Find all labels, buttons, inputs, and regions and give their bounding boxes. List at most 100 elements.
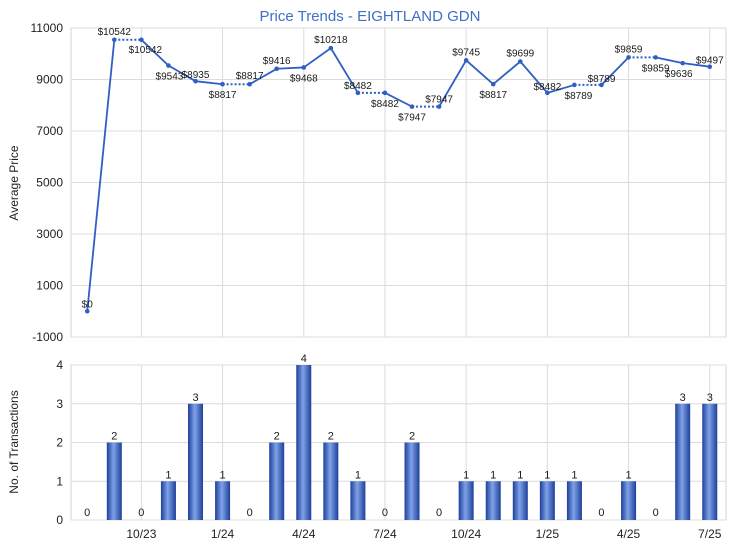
price-data-label: $7947 [398,113,426,124]
transactions-bar [458,481,474,520]
price-data-label: $9699 [506,49,534,60]
transactions-value-label: 1 [355,469,361,481]
transactions-value-label: 4 [301,353,307,365]
price-point [599,82,604,88]
price-point [463,58,469,63]
price-line-segment [547,84,575,94]
price-point [139,37,144,43]
transactions-value-label: 0 [247,507,253,519]
x-tick-label: 7/25 [698,527,722,541]
transactions-value-label: 0 [598,507,604,519]
price-data-label: $10218 [314,35,348,46]
transactions-value-label: 0 [84,507,90,519]
price-line-segment [600,56,630,86]
price-data-label: $8817 [209,90,237,101]
price-line-segment [276,66,304,70]
transactions-bar [621,481,637,520]
price-y-tick-label: 3000 [36,227,63,241]
price-point [517,59,523,64]
price-point [572,82,577,88]
price-y-tick-label: 7000 [36,124,63,138]
x-tick-label: 1/24 [211,527,235,541]
price-y-tick-label: 9000 [36,73,63,87]
price-data-label: $9543 [156,72,184,83]
price-line-segment [86,39,116,312]
price-data-label: $9636 [665,69,693,80]
price-line-segment [140,39,170,67]
price-data-label: $8789 [565,91,593,102]
price-y-axis-title: Average Price [7,145,21,220]
price-line-segment [492,60,521,85]
price-line-segment [195,80,223,86]
price-data-label: $8935 [182,70,210,81]
transactions-value-label: 1 [220,469,226,481]
price-line-segment [655,56,683,65]
transactions-value-label: 0 [138,507,144,519]
price-y-tick-label: 11000 [31,21,64,35]
price-point [328,45,334,51]
transactions-y-tick-label: 4 [56,358,63,372]
price-line-segment [330,47,359,94]
price-point [545,90,550,96]
transactions-bar [160,481,176,520]
price-data-label: $10542 [129,45,163,56]
transactions-bar [404,442,420,520]
transactions-value-label: 0 [436,507,442,519]
price-data-label: $9859 [642,63,670,74]
transactions-value-label: 1 [463,469,469,481]
price-data-label: $7947 [425,95,453,106]
transactions-value-label: 3 [192,392,198,404]
price-line-segment [384,92,413,108]
x-tick-label: 4/24 [292,527,316,541]
transactions-value-label: 1 [517,469,523,481]
transactions-bar [323,442,339,520]
transactions-bar [539,481,555,520]
price-point [626,55,631,60]
transactions-y-axis-title: No. of Transactions [7,390,21,493]
transactions-bar [296,365,312,520]
x-tick-label: 10/23 [126,527,156,541]
transactions-bar [675,403,691,520]
price-line-segment [438,59,467,108]
transactions-y-tick-label: 0 [56,513,63,527]
price-data-label: $9859 [615,44,643,55]
price-data-label: $10542 [98,27,132,38]
price-point [382,90,388,96]
transactions-bar [188,403,204,520]
transactions-value-label: 1 [625,469,631,481]
transactions-value-label: 3 [707,392,713,404]
price-point [274,66,280,72]
transactions-bar [702,403,718,520]
transactions-y-tick-label: 1 [56,474,63,488]
price-y-tick-label: 1000 [36,279,63,293]
price-data-label: $8817 [236,71,264,82]
x-tick-label: 10/24 [451,527,481,541]
price-line-segment [465,59,494,85]
price-point [193,78,198,84]
price-data-label: $0 [82,299,94,310]
price-point [84,308,90,314]
price-data-label: $9745 [452,47,480,58]
price-point [653,55,658,60]
transactions-bar [512,481,528,520]
price-data-label: $9497 [696,56,724,67]
transactions-bar [106,442,122,520]
price-point [490,81,496,87]
transactions-y-tick-label: 3 [56,397,63,411]
price-line-segment [303,47,332,69]
transactions-bar [215,481,231,520]
transactions-bar [350,481,366,520]
transactions-bar [269,442,285,520]
price-data-label: $8482 [533,82,561,93]
price-point [166,63,171,68]
price-line-segment [249,68,278,85]
price-y-tick-label: -1000 [32,330,63,344]
transactions-value-label: 3 [680,392,686,404]
x-tick-label: 1/25 [536,527,560,541]
price-point [409,104,415,109]
price-point [680,60,685,66]
price-data-label: $9416 [263,56,291,67]
x-tick-label: 7/24 [373,527,397,541]
